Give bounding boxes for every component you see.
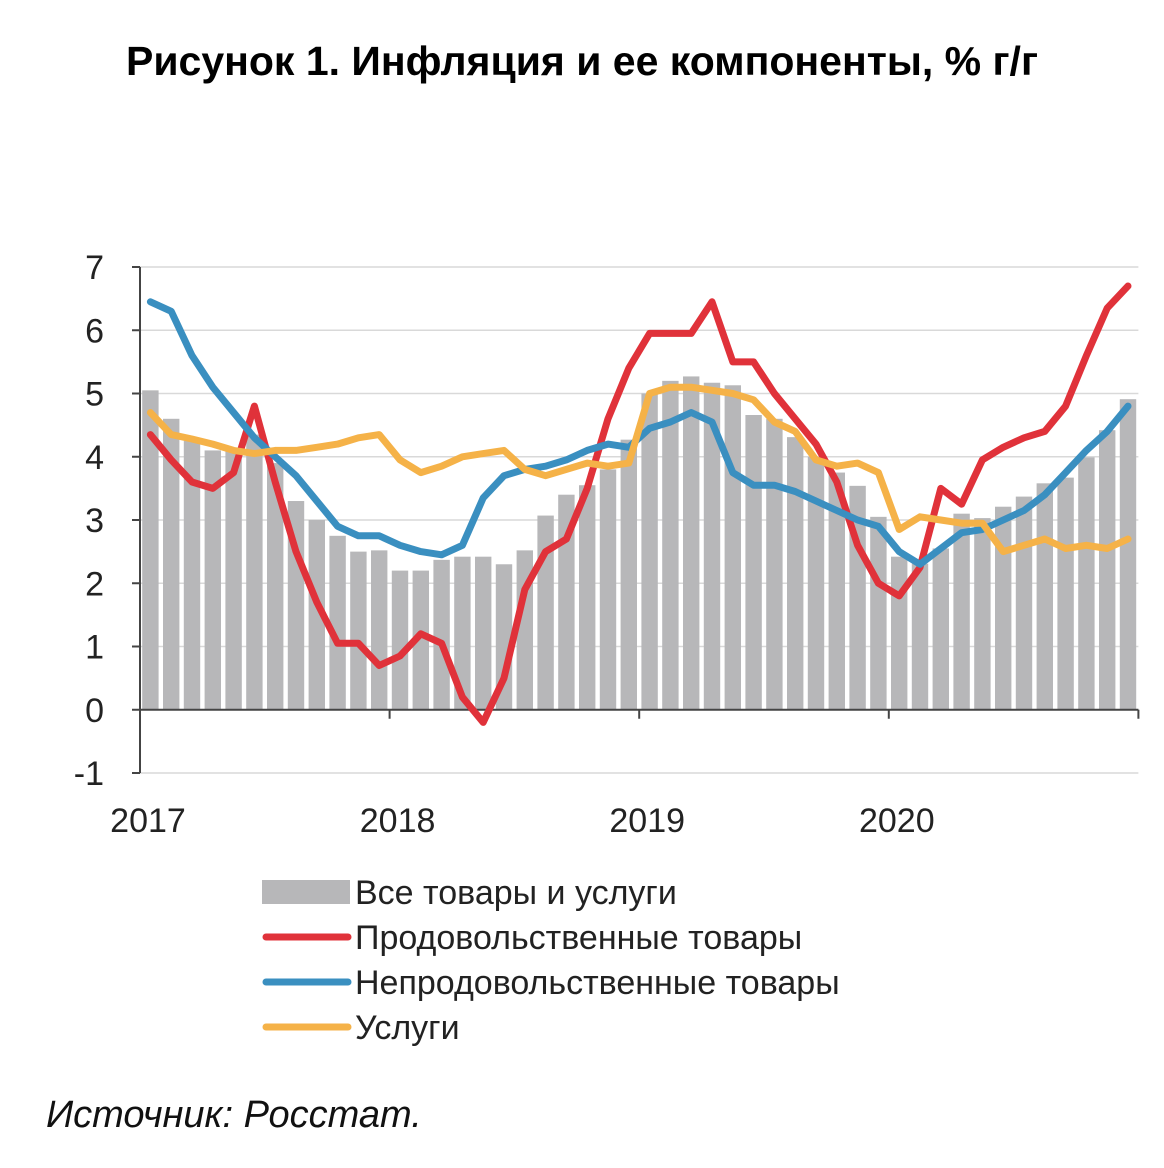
- bar-all-goods-services: [350, 551, 367, 710]
- y-tick-label: 5: [85, 376, 104, 414]
- chart-title: Рисунок 1. Инфляция и ее компоненты, % г…: [125, 38, 1039, 84]
- bar-all-goods-services: [787, 437, 804, 710]
- legend-label: Продовольственные товары: [355, 919, 802, 957]
- line-food: [146, 282, 1132, 726]
- legend-label: Все товары и услуги: [355, 874, 677, 912]
- bar-all-goods-services: [766, 418, 783, 710]
- bar-all-goods-services: [641, 393, 658, 710]
- legend-swatch-bar: [262, 880, 350, 904]
- bar-all-goods-services: [1015, 496, 1033, 710]
- bar-all-goods-services: [516, 550, 533, 710]
- bar-all-goods-services: [412, 570, 429, 710]
- bar-all-goods-services: [870, 516, 887, 710]
- y-tick-label: 6: [85, 312, 104, 350]
- bar-all-goods-services: [620, 439, 637, 710]
- bar-all-goods-services: [1036, 483, 1053, 710]
- bar-all-goods-services: [163, 418, 180, 710]
- bar-all-goods-services: [807, 456, 825, 710]
- bar-all-goods-services: [579, 485, 596, 710]
- y-tick-label: 4: [85, 439, 104, 477]
- x-tick-label: 2019: [609, 802, 685, 840]
- bar-all-goods-services: [828, 472, 845, 710]
- line-services: [146, 383, 1132, 556]
- bar-all-goods-services: [599, 469, 617, 710]
- bar-all-goods-services: [974, 518, 991, 710]
- bar-all-goods-services: [1099, 430, 1116, 710]
- bar-all-goods-services: [433, 559, 450, 710]
- bar-all-goods-services: [329, 535, 346, 710]
- legend: Все товары и услуги Продовольственные тов…: [262, 874, 840, 1047]
- bar-all-goods-services: [932, 548, 949, 710]
- bar-all-goods-services: [308, 520, 325, 710]
- source-note: Источник: Росстат.: [46, 1094, 422, 1136]
- x-tick-label: 2020: [859, 802, 935, 840]
- bar-all-goods-services: [454, 556, 471, 710]
- bar-all-goods-services: [371, 550, 388, 710]
- bar-all-goods-services: [995, 506, 1012, 710]
- bar-all-goods-services: [225, 450, 242, 710]
- y-tick-label: 0: [85, 692, 104, 730]
- y-tick-label: 2: [85, 565, 104, 603]
- y-tick-label: 7: [85, 249, 104, 287]
- legend-label: Услуги: [355, 1009, 460, 1047]
- bar-all-goods-services: [911, 563, 929, 710]
- bar-all-goods-services: [204, 450, 221, 710]
- bar-all-goods-services: [183, 440, 201, 710]
- axes: [132, 266, 1140, 774]
- bar-all-goods-services: [475, 556, 492, 710]
- bar-all-goods-services: [267, 463, 284, 710]
- legend-label: Непродовольственные товары: [355, 964, 840, 1002]
- bar-all-goods-services: [558, 494, 575, 710]
- bar-all-goods-services: [724, 385, 741, 710]
- bar-all-goods-services: [391, 570, 409, 710]
- bar-all-goods-services: [891, 556, 908, 710]
- x-tick-label: 2017: [110, 802, 186, 840]
- bar-all-goods-services: [703, 382, 721, 710]
- bar-all-goods-services: [1078, 457, 1095, 710]
- bar-all-goods-services: [1119, 399, 1137, 710]
- bar-all-goods-services: [246, 434, 263, 710]
- y-tick-label: 1: [85, 629, 104, 667]
- x-tick-label: 2018: [360, 802, 436, 840]
- bars-all-goods-services: [142, 376, 1137, 710]
- bar-all-goods-services: [1057, 477, 1074, 710]
- bar-all-goods-services: [142, 390, 159, 710]
- bar-all-goods-services: [683, 376, 700, 710]
- bar-all-goods-services: [953, 513, 970, 710]
- series-lines: [146, 282, 1132, 726]
- y-tick-label: -1: [74, 755, 104, 793]
- y-tick-label: 3: [85, 502, 104, 540]
- bar-all-goods-services: [745, 415, 762, 710]
- bar-all-goods-services: [662, 380, 679, 710]
